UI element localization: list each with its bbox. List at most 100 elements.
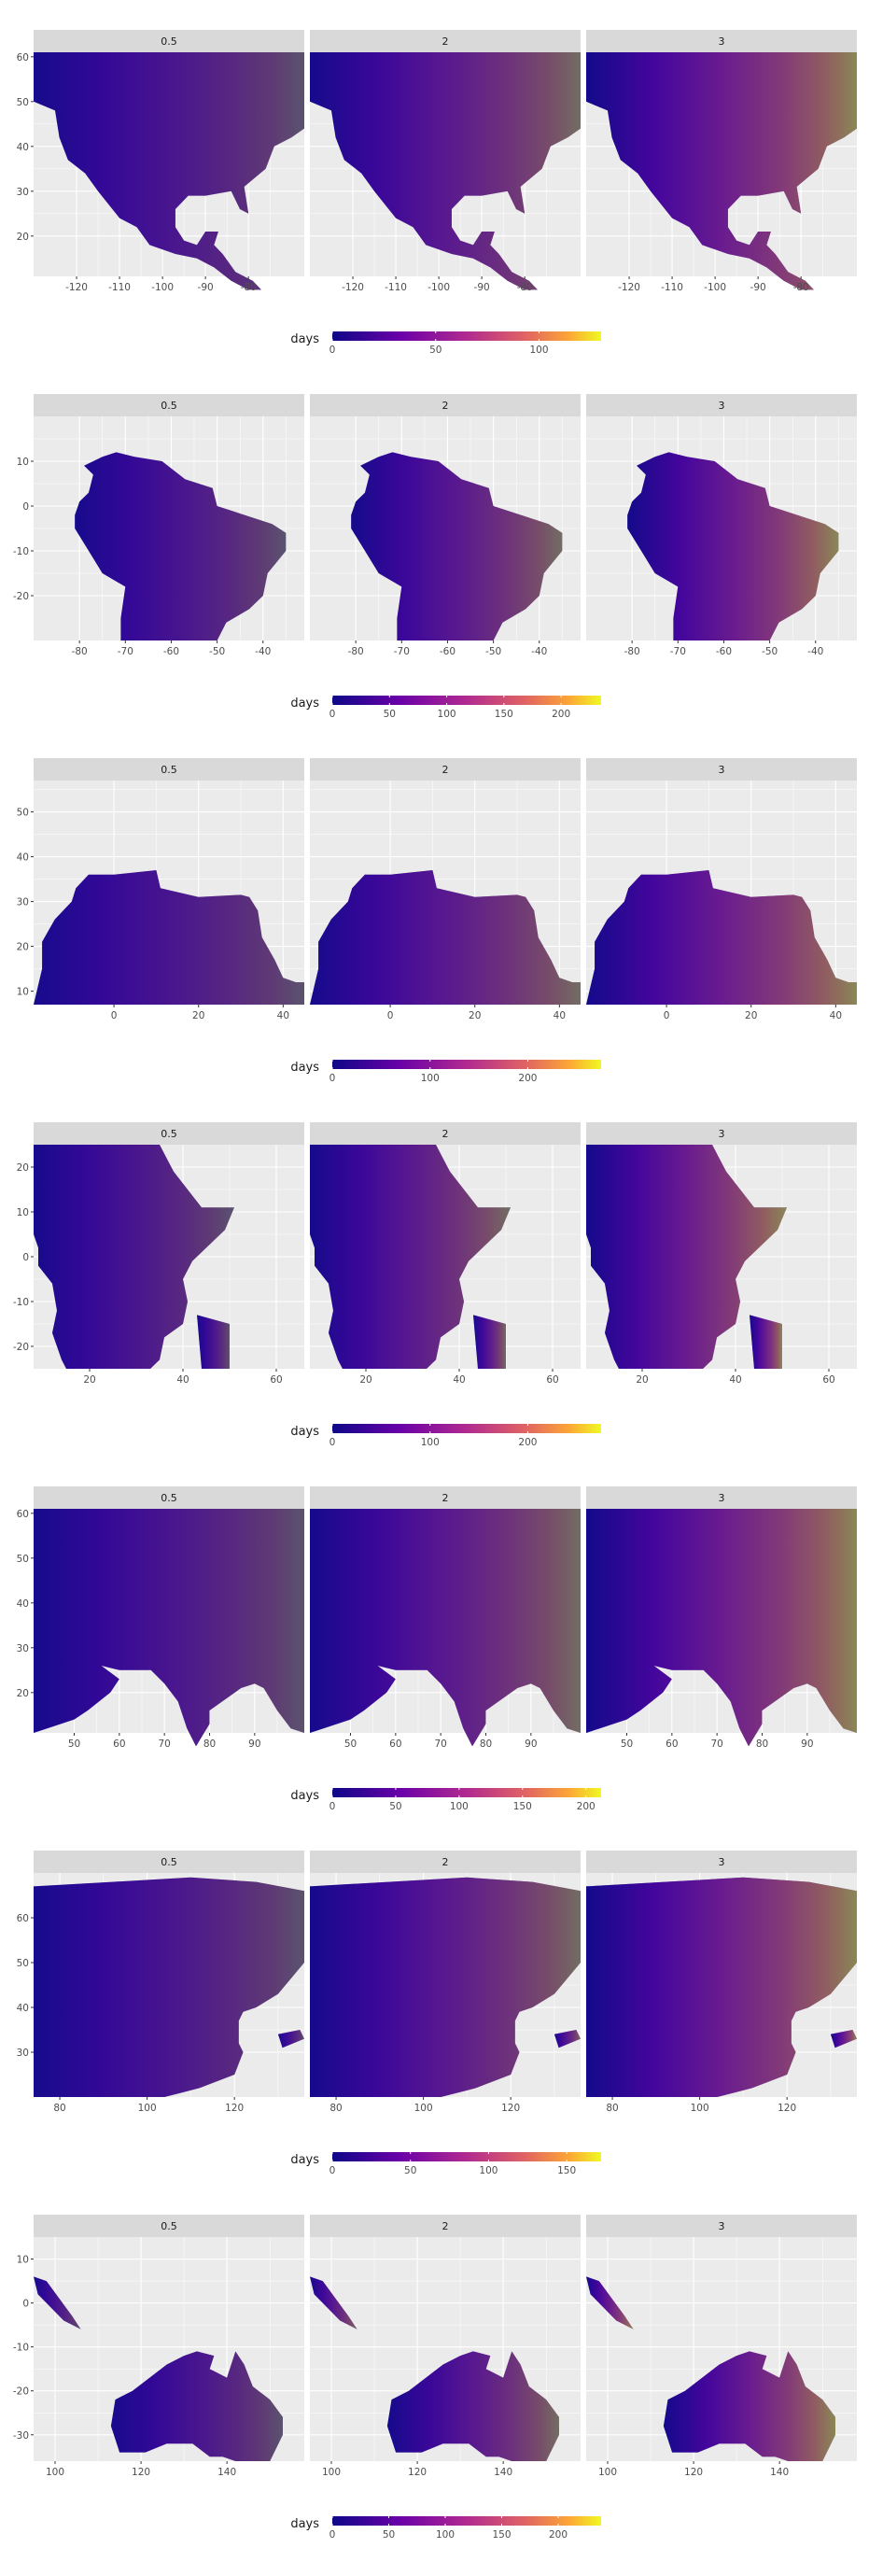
island-heat-overlay [554, 2030, 581, 2048]
x-tick-label: 70 [434, 1738, 446, 1750]
y-tick-label: -20 [13, 591, 29, 602]
facet-label: 2 [442, 35, 449, 48]
land-heat-overlay [586, 52, 857, 290]
facet-strip [310, 1851, 581, 1873]
x-tick-label: 50 [68, 1738, 80, 1750]
y-tick-label: 10 [17, 987, 29, 998]
x-tick-label: 100 [414, 2103, 433, 2114]
y-tick-label: 0 [22, 1252, 29, 1263]
x-tick-label: 80 [53, 2103, 65, 2114]
color-legend: days 0 50 100 150 200 [290, 1788, 601, 1812]
x-tick-label: 120 [778, 2103, 796, 2114]
legend-colorbar [332, 331, 601, 341]
legend-tick-label: 100 [479, 2165, 498, 2176]
x-tick-label: -90 [198, 282, 214, 293]
y-tick-label: 50 [17, 1554, 29, 1565]
island-heat-overlay [586, 2276, 634, 2330]
x-tick-label: -40 [531, 646, 547, 657]
x-tick-label: 140 [217, 2467, 236, 2478]
facet-strip [586, 2215, 857, 2237]
x-tick-label: 20 [192, 1010, 204, 1021]
legend-tick-label: 0 [329, 1437, 336, 1448]
facet-label: 3 [719, 400, 725, 412]
legend-tick-label: 200 [549, 2529, 568, 2541]
land-heat-overlay [310, 870, 581, 1005]
legend-tick-label: 100 [421, 1437, 440, 1448]
land-heat-overlay [110, 2351, 284, 2461]
x-tick-label: 80 [756, 1738, 768, 1750]
land-heat-overlay [386, 2351, 559, 2461]
map-row-5: 0.5 50 60 70 80 90 20 30 40 50 60 2 50 60 70 80 90 3 50 60 7… [17, 1486, 857, 1812]
y-tick-label: 50 [17, 1958, 29, 1969]
y-tick-label: 20 [17, 1688, 29, 1699]
land-heat-overlay [310, 1509, 581, 1747]
color-legend: days 0 100 200 [290, 1060, 601, 1084]
x-tick-label: 140 [770, 2467, 789, 2478]
x-tick-label: 100 [46, 2467, 64, 2478]
facet-label: 0.5 [161, 1492, 177, 1504]
x-tick-label: -120 [342, 282, 364, 293]
x-tick-label: 40 [277, 1010, 289, 1021]
x-tick-label: 20 [83, 1374, 95, 1386]
map-row-4: 0.5 20 40 60 -20 -10 0 10 20 2 20 40 60 3 20 40 60 days 0 1… [13, 1122, 857, 1448]
legend-tick-label: 200 [518, 1073, 537, 1084]
facet-label: 3 [719, 1856, 725, 1868]
x-tick-label: -40 [255, 646, 271, 657]
x-tick-label: -100 [704, 282, 726, 293]
x-tick-label: 40 [554, 1010, 566, 1021]
facet-label: 2 [442, 400, 449, 412]
y-tick-label: 0 [22, 501, 29, 513]
x-tick-label: 0 [664, 1010, 670, 1021]
x-tick-label: -60 [716, 646, 732, 657]
legend-tick-label: 100 [530, 345, 549, 356]
legend-tick-label: 50 [384, 709, 396, 720]
x-tick-label: -50 [209, 646, 225, 657]
facet-strip [586, 758, 857, 781]
legend-tick-label: 0 [329, 345, 336, 356]
y-tick-label: 10 [17, 2255, 29, 2266]
x-tick-label: -120 [618, 282, 640, 293]
x-tick-label: -40 [807, 646, 823, 657]
land-heat-overlay [34, 1877, 304, 2097]
legend-title: days [290, 1425, 319, 1439]
map-row-6: 0.5 80 100 120 30 40 50 60 2 80 100 120 3 80 100 120 day… [17, 1851, 857, 2176]
y-tick-label: 40 [17, 852, 29, 864]
legend-title: days [290, 2517, 319, 2531]
x-tick-label: 60 [546, 1374, 558, 1386]
y-tick-label: -20 [13, 1342, 29, 1353]
x-tick-label: -80 [241, 282, 257, 293]
color-legend: days 0 100 200 [290, 1424, 601, 1448]
x-tick-label: 100 [322, 2467, 341, 2478]
y-tick-label: 10 [17, 457, 29, 468]
y-tick-label: 40 [17, 2003, 29, 2014]
facet-strip [310, 394, 581, 416]
land-heat-overlay [310, 1877, 581, 2097]
map-row-7: 0.5 100 120 140 -30 -20 -10 0 10 2 100 120 140 3 100 12… [13, 2215, 857, 2541]
x-tick-label: 60 [666, 1738, 678, 1750]
x-tick-label: 60 [113, 1738, 125, 1750]
x-tick-label: -80 [793, 282, 809, 293]
legend-tick-label: 50 [404, 2165, 416, 2176]
color-legend: days 0 50 100 150 200 [290, 2516, 601, 2541]
x-tick-label: 120 [501, 2103, 520, 2114]
x-tick-label: 90 [801, 1738, 813, 1750]
x-tick-label: 20 [745, 1010, 757, 1021]
facet-label: 0.5 [161, 35, 177, 48]
facet-strip [34, 2215, 304, 2237]
facet-strip [586, 30, 857, 52]
x-tick-label: 40 [176, 1374, 189, 1386]
facet-label: 3 [719, 2220, 725, 2232]
x-tick-label: -100 [151, 282, 174, 293]
y-tick-label: 20 [17, 232, 29, 243]
y-tick-label: 60 [17, 52, 29, 63]
x-tick-label: 80 [203, 1738, 216, 1750]
x-tick-label: 100 [138, 2103, 157, 2114]
legend-tick-label: 100 [438, 709, 456, 720]
facet-label: 3 [719, 1492, 725, 1504]
y-tick-label: 30 [17, 2048, 29, 2059]
x-tick-label: -90 [474, 282, 490, 293]
